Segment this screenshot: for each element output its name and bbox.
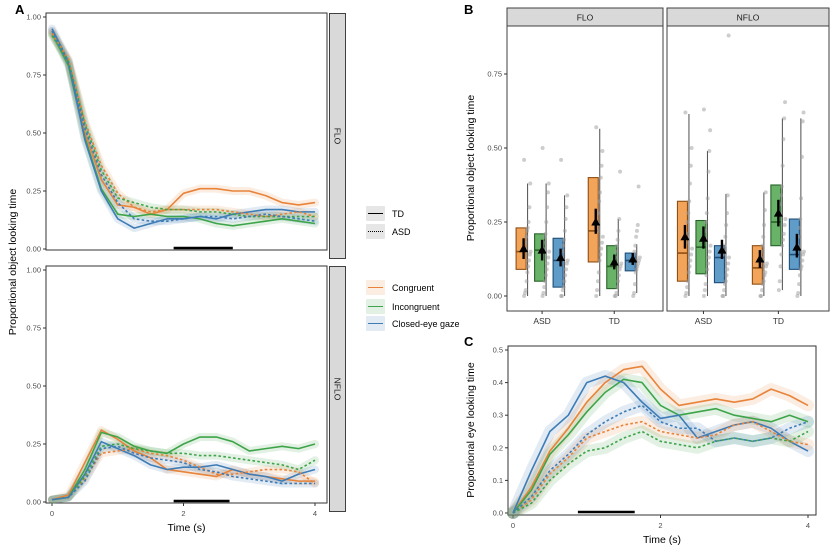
- svg-text:0.50: 0.50: [487, 144, 502, 153]
- panel-b-label: B: [464, 2, 474, 17]
- congruent-line-key-icon: [366, 280, 385, 295]
- svg-text:ASD: ASD: [533, 316, 550, 326]
- legend-item-congruent: Congruent: [366, 280, 434, 295]
- svg-text:0: 0: [511, 521, 515, 530]
- legend-item-closed-eye-gaze: Closed-eye gaze: [366, 316, 460, 331]
- legend-congruent-label: Congruent: [392, 282, 435, 293]
- asd-dashed-line-key-icon: [366, 224, 385, 239]
- chart-a-nflo: 0.00 0.25 0.50 0.75 1.00 0 2 4 Time (s): [8, 259, 330, 553]
- legend-item-asd: ASD: [366, 224, 411, 239]
- svg-text:0.75: 0.75: [487, 70, 502, 79]
- legend-item-incongruent: Incongruent: [366, 299, 440, 314]
- svg-text:NFLO: NFLO: [737, 13, 760, 23]
- legend-td-label: TD: [392, 208, 404, 219]
- svg-text:0.5: 0.5: [493, 346, 503, 355]
- svg-text:TD: TD: [773, 316, 784, 326]
- svg-text:0.00: 0.00: [26, 245, 41, 254]
- svg-text:0.1: 0.1: [493, 476, 503, 485]
- chart-c-eye-looking: 0.0 0.1 0.2 0.3 0.4 0.5 0 2 4 Time (s): [462, 336, 830, 553]
- td-line-key-icon: [366, 206, 385, 221]
- svg-text:0.25: 0.25: [26, 187, 41, 196]
- svg-text:Time (s): Time (s): [167, 522, 205, 534]
- closed-eye-gaze-line-key-icon: [366, 316, 385, 331]
- facet-strip-flo: FLO: [329, 13, 346, 259]
- panel-c-label: C: [464, 334, 474, 349]
- legend-item-td: TD: [366, 206, 404, 221]
- svg-text:0.25: 0.25: [26, 440, 41, 449]
- svg-text:1.00: 1.00: [26, 266, 41, 275]
- svg-text:1.00: 1.00: [26, 13, 41, 22]
- svg-text:4: 4: [313, 509, 317, 518]
- facet-strip-nflo: NFLO: [329, 266, 346, 512]
- svg-text:0: 0: [50, 509, 54, 518]
- svg-text:0.75: 0.75: [26, 71, 41, 80]
- legend: TD ASD Congruent Incongruent Closed-eye …: [350, 198, 462, 343]
- svg-text:Time (s): Time (s): [643, 534, 681, 546]
- svg-text:0.75: 0.75: [26, 324, 41, 333]
- legend-closed-eye-gaze-label: Closed-eye gaze: [392, 318, 460, 329]
- svg-text:0.50: 0.50: [26, 382, 41, 391]
- svg-text:0.25: 0.25: [487, 218, 502, 227]
- incongruent-line-key-icon: [366, 299, 385, 314]
- svg-text:2: 2: [658, 521, 662, 530]
- svg-text:ASD: ASD: [695, 316, 712, 326]
- chart-b-boxplots: FLO 0.00 0.25 0.50 0.75 ASD TD NFLO ASD TD: [462, 0, 830, 336]
- svg-text:4: 4: [806, 521, 810, 530]
- svg-text:0.4: 0.4: [493, 378, 503, 387]
- svg-text:0.00: 0.00: [487, 292, 502, 301]
- svg-text:0.00: 0.00: [26, 498, 41, 507]
- facet-strip-nflo-label: NFLO: [332, 377, 343, 401]
- legend-incongruent-label: Incongruent: [392, 301, 440, 312]
- svg-text:0.3: 0.3: [493, 411, 503, 420]
- panel-a-label: A: [15, 2, 25, 17]
- svg-text:0.50: 0.50: [26, 129, 41, 138]
- svg-text:2: 2: [181, 509, 185, 518]
- facet-strip-flo-label: FLO: [332, 127, 343, 145]
- svg-text:TD: TD: [609, 316, 620, 326]
- svg-text:FLO: FLO: [577, 13, 594, 23]
- svg-text:0.2: 0.2: [493, 443, 503, 452]
- legend-asd-label: ASD: [392, 226, 411, 237]
- svg-text:0.0: 0.0: [493, 509, 503, 518]
- chart-a-flo: 0.00 0.25 0.50 0.75 1.00: [8, 6, 330, 259]
